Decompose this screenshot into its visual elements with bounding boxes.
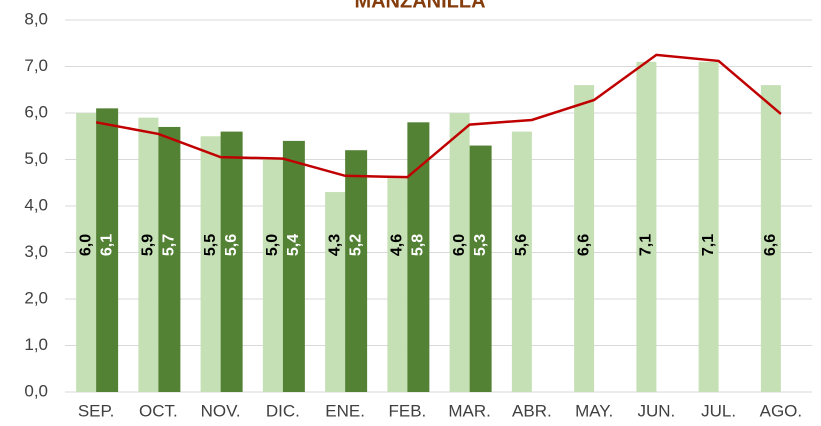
bar — [96, 108, 119, 392]
x-tick-label: JUN. — [637, 401, 675, 420]
y-tick-label: 3,0 — [24, 242, 48, 261]
bar — [511, 131, 532, 392]
value-label: 6,0 — [451, 234, 468, 256]
bar — [325, 192, 346, 392]
bar — [262, 159, 283, 392]
value-label: 7,1 — [700, 234, 717, 256]
value-label: 5,4 — [285, 234, 302, 256]
value-label: 7,1 — [638, 234, 655, 256]
bar — [76, 113, 97, 392]
y-tick-label: 5,0 — [24, 149, 48, 168]
x-tick-label: JUL. — [701, 401, 736, 420]
bar — [449, 113, 470, 392]
bar — [138, 117, 159, 393]
value-label: 5,7 — [161, 234, 178, 256]
y-tick-label: 7,0 — [24, 56, 48, 75]
x-tick-label: DIC. — [266, 401, 300, 420]
y-tick-label: 8,0 — [24, 9, 48, 28]
y-tick-label: 4,0 — [24, 195, 48, 214]
bar — [407, 122, 430, 393]
value-label: 5,0 — [264, 234, 281, 256]
value-label: 4,3 — [326, 234, 343, 256]
bar — [387, 178, 408, 392]
value-label: 5,6 — [223, 234, 240, 256]
x-tick-label: MAR. — [448, 401, 491, 420]
x-tick-label: SEP. — [78, 401, 115, 420]
bar — [220, 131, 243, 392]
y-tick-label: 2,0 — [24, 288, 48, 307]
x-tick-label: FEB. — [388, 401, 426, 420]
chart-title: MANZANILLA — [354, 0, 485, 12]
value-label: 6,1 — [98, 234, 115, 256]
value-label: 6,0 — [77, 234, 94, 256]
bar — [698, 61, 719, 392]
x-tick-label: NOV. — [201, 401, 241, 420]
value-label: 5,3 — [472, 234, 489, 256]
bar — [282, 140, 305, 392]
bar — [200, 136, 221, 392]
x-tick-label: AGO. — [760, 401, 803, 420]
value-label: 6,6 — [762, 234, 779, 256]
y-tick-label: 6,0 — [24, 102, 48, 121]
x-tick-label: ENE. — [325, 401, 365, 420]
bar — [345, 150, 368, 392]
bar — [574, 85, 595, 392]
line — [95, 53, 782, 179]
y-tick-label: 0,0 — [24, 381, 48, 400]
value-label: 5,2 — [347, 234, 364, 256]
x-tick-label: MAY. — [575, 401, 613, 420]
value-label: 4,6 — [389, 234, 406, 256]
value-label: 5,8 — [410, 234, 427, 256]
bar — [469, 145, 492, 392]
value-label: 5,5 — [202, 234, 219, 256]
value-label: 5,6 — [513, 234, 530, 256]
y-tick-label: 1,0 — [24, 335, 48, 354]
value-label: 5,9 — [140, 234, 157, 256]
bar — [158, 126, 181, 392]
x-tick-label: OCT. — [139, 401, 178, 420]
x-tick-label: ABR. — [512, 401, 552, 420]
bar — [760, 85, 781, 392]
value-label: 6,6 — [575, 234, 592, 256]
bar — [636, 61, 657, 392]
